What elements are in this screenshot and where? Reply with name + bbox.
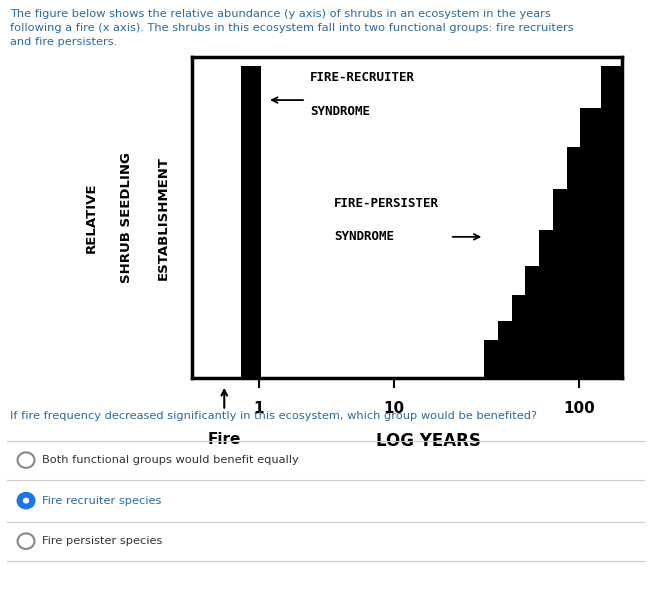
Text: Fire persister species: Fire persister species xyxy=(42,536,163,546)
Text: SYNDROME: SYNDROME xyxy=(334,230,394,243)
Text: If fire frequency decreased significantly in this ecosystem, which group would b: If fire frequency decreased significantl… xyxy=(10,411,537,421)
Bar xyxy=(581,108,601,378)
Bar xyxy=(567,147,581,378)
Bar xyxy=(539,231,553,378)
Text: FIRE-RECRUITER: FIRE-RECRUITER xyxy=(311,71,415,84)
Bar xyxy=(601,66,622,378)
Text: 1: 1 xyxy=(253,401,264,416)
Text: SHRUB SEEDLING: SHRUB SEEDLING xyxy=(120,152,133,283)
Text: 10: 10 xyxy=(383,401,404,416)
Bar xyxy=(512,295,525,378)
Text: Both functional groups would benefit equally: Both functional groups would benefit equ… xyxy=(42,455,299,465)
Text: FIRE-PERSISTER: FIRE-PERSISTER xyxy=(334,197,439,210)
Bar xyxy=(484,340,498,378)
Bar xyxy=(525,266,539,378)
Text: Fire: Fire xyxy=(208,432,241,446)
Bar xyxy=(498,321,512,378)
Text: The figure below shows the relative abundance (y axis) of shrubs in an ecosystem: The figure below shows the relative abun… xyxy=(10,9,574,47)
Text: 100: 100 xyxy=(563,401,594,416)
Bar xyxy=(242,66,261,378)
Bar xyxy=(553,188,567,378)
Text: RELATIVE: RELATIVE xyxy=(85,182,98,253)
Text: ESTABLISHMENT: ESTABLISHMENT xyxy=(156,156,169,280)
Text: LOG YEARS: LOG YEARS xyxy=(376,432,481,449)
Text: SYNDROME: SYNDROME xyxy=(311,105,370,118)
Text: Fire recruiter species: Fire recruiter species xyxy=(42,496,161,505)
